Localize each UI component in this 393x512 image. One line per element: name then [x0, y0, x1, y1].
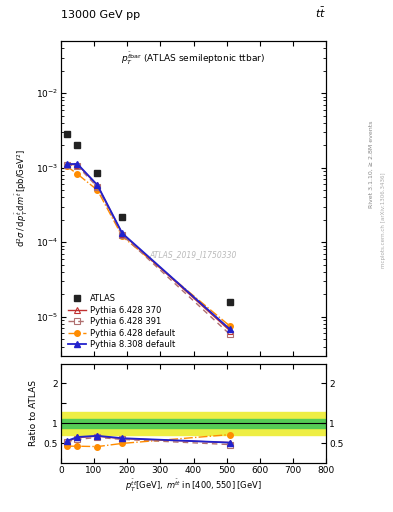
- Legend: ATLAS, Pythia 6.428 370, Pythia 6.428 391, Pythia 6.428 default, Pythia 8.308 de: ATLAS, Pythia 6.428 370, Pythia 6.428 39…: [65, 292, 178, 352]
- Text: Rivet 3.1.10, ≥ 2.8M events: Rivet 3.1.10, ≥ 2.8M events: [369, 120, 374, 207]
- Bar: [61, 412, 326, 435]
- Text: $p_T^{\bar{t}\mathrm{bar}}$ (ATLAS semileptonic ttbar): $p_T^{\bar{t}\mathrm{bar}}$ (ATLAS semil…: [121, 50, 266, 67]
- Text: ATLAS_2019_I1750330: ATLAS_2019_I1750330: [150, 250, 237, 260]
- Text: mcplots.cern.ch [arXiv:1306.3436]: mcplots.cern.ch [arXiv:1306.3436]: [381, 173, 386, 268]
- Bar: [61, 419, 326, 428]
- Text: $t\bar{t}$: $t\bar{t}$: [315, 6, 326, 20]
- Y-axis label: $\mathrm{d}^2\sigma\,/\,\mathrm{d}\,p_T^{\bar{t}}\mathrm{d}\,m^{\bar{t}}\,[\math: $\mathrm{d}^2\sigma\,/\,\mathrm{d}\,p_T^…: [14, 150, 30, 247]
- Y-axis label: Ratio to ATLAS: Ratio to ATLAS: [29, 380, 38, 446]
- X-axis label: $p_T^{\bar{t}t}[\mathrm{GeV}],\;m^{\bar{t}t}\;\mathrm{in}\;[400,550]\;[\mathrm{G: $p_T^{\bar{t}t}[\mathrm{GeV}],\;m^{\bar{…: [125, 478, 262, 494]
- Text: 13000 GeV pp: 13000 GeV pp: [61, 10, 140, 20]
